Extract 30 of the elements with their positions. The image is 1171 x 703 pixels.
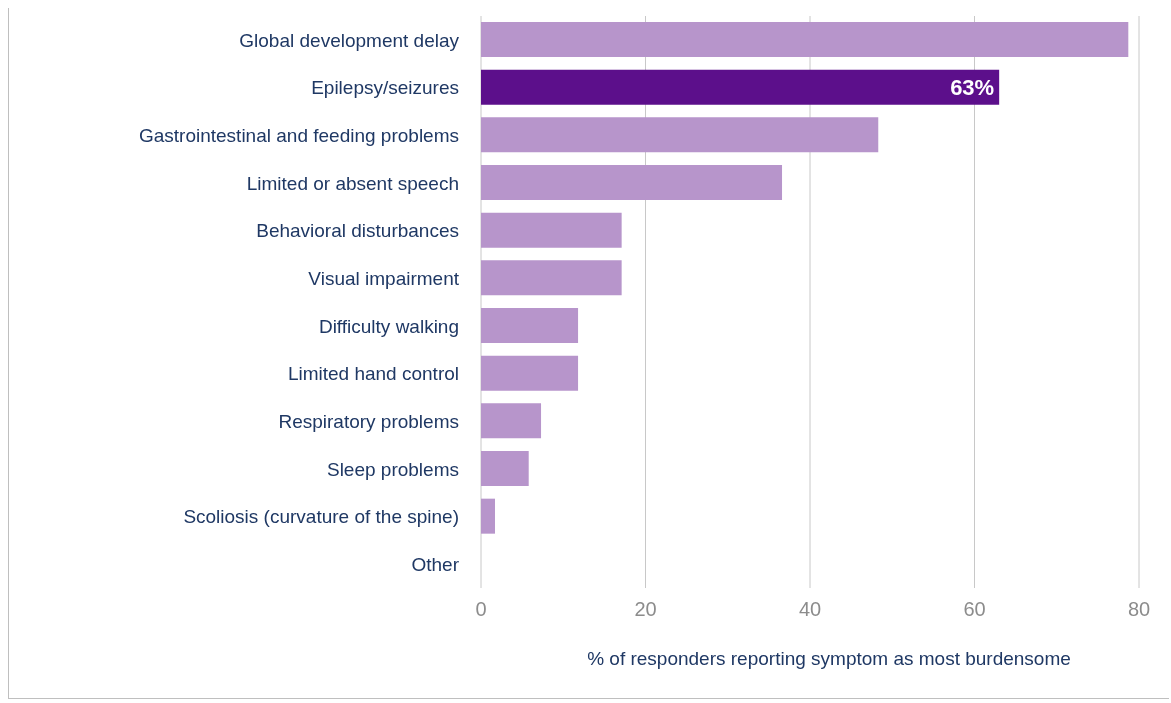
y-tick-label: Epilepsy/seizures: [311, 77, 459, 99]
bar: [481, 117, 879, 153]
y-tick-label: Scoliosis (curvature of the spine): [183, 506, 459, 528]
y-tick-label: Limited hand control: [287, 363, 459, 385]
bar: [481, 260, 622, 296]
x-tick-label: 60: [963, 598, 986, 621]
x-tick-label: 20: [634, 598, 657, 621]
bar: [481, 69, 1000, 105]
y-tick-label: Limited or absent speech: [246, 172, 459, 194]
bar: [481, 22, 1129, 57]
y-tick-label: Difficulty walking: [318, 315, 459, 337]
x-tick-label: 40: [798, 598, 822, 621]
y-tick-label: Visual impairment: [308, 267, 460, 289]
data-label: 63%: [950, 74, 995, 100]
y-tick-label: Global development delay: [239, 29, 460, 51]
y-tick-label: Behavioral disturbances: [256, 220, 459, 242]
bar: [481, 212, 622, 248]
y-tick-label: Gastrointestinal and feeding problems: [138, 124, 459, 146]
bar: [481, 498, 495, 534]
bar: [481, 403, 542, 439]
x-tick-label: 80: [1127, 598, 1151, 621]
bar: [481, 355, 579, 391]
x-axis-title: % of responders reporting symptom as most burdensome: [586, 648, 1072, 670]
bar: [481, 308, 579, 343]
y-tick-label: Sleep problems: [326, 458, 459, 480]
bar: [481, 165, 783, 200]
y-tick-label: Respiratory problems: [278, 410, 459, 432]
y-tick-label: Other: [411, 553, 460, 575]
bar: [481, 451, 529, 486]
x-tick-label: 0: [475, 598, 487, 621]
